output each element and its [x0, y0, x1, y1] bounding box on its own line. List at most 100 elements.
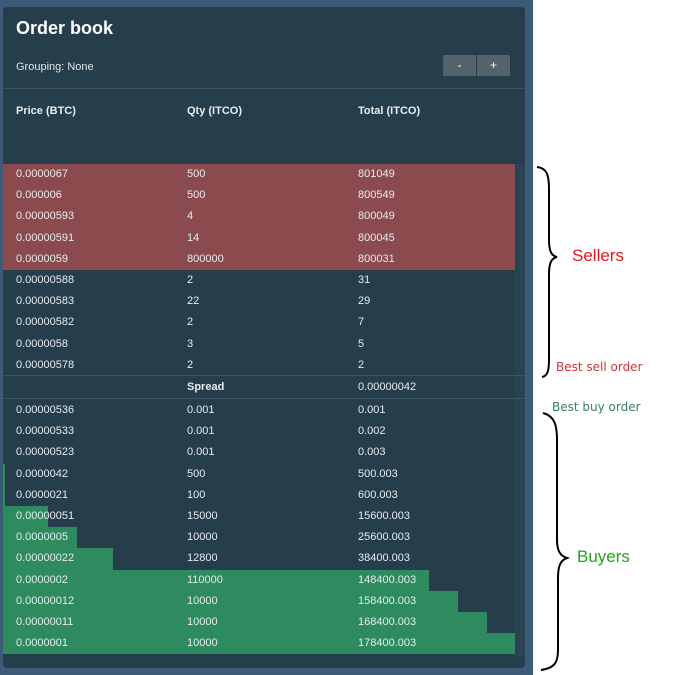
sell-order-total: 31 — [358, 273, 371, 286]
buy-order-price: 0.0000005 — [16, 531, 68, 544]
sell-order-price: 0.0000059 — [16, 252, 68, 265]
best-sell-order-annotation: Best sell order — [556, 360, 643, 374]
grouping-decrease-button[interactable]: - — [443, 55, 476, 76]
buy-order-qty: 0.001 — [187, 446, 215, 459]
buy-order-row[interactable]: 0.00000523 0.001 0.003 — [3, 442, 525, 463]
buy-order-total: 0.003 — [358, 446, 386, 459]
buy-order-row[interactable]: 0.0000002 110000 148400.003 — [3, 569, 525, 591]
scrollbar-track[interactable] — [515, 164, 525, 656]
buy-order-row[interactable]: 0.00000533 0.001 0.002 — [3, 421, 525, 442]
sell-order-qty: 3 — [187, 337, 194, 350]
buy-order-row[interactable]: 0.00000022 12800 38400.003 — [3, 548, 525, 570]
order-book-title: Order book — [16, 18, 114, 38]
buy-order-row[interactable]: 0.00000536 0.001 0.001 — [3, 400, 525, 421]
sell-order-qty: 2 — [187, 316, 194, 329]
buy-depth-bar — [3, 590, 458, 612]
buy-order-total: 0.002 — [358, 425, 386, 438]
sell-order-total: 29 — [358, 295, 371, 308]
buy-order-qty: 10000 — [187, 637, 218, 650]
buy-order-qty: 12800 — [187, 552, 218, 565]
sell-order-total: 801049 — [358, 168, 395, 180]
buy-order-price: 0.0000021 — [16, 488, 68, 501]
sell-order-row[interactable]: 0.0000067 500 801049 — [3, 164, 525, 186]
spread-row: Spread 0.00000042 — [3, 376, 525, 398]
buy-order-row[interactable]: 0.0000001 10000 178400.003 — [3, 633, 525, 655]
buy-depth-bar — [3, 633, 515, 655]
sell-order-row[interactable]: 0.00000591 14 800045 — [3, 227, 525, 249]
sellers-annotation: Sellers — [572, 246, 624, 265]
sell-order-row[interactable]: 0.000006 500 800549 — [3, 185, 525, 207]
buy-order-price: 0.00000011 — [16, 615, 74, 628]
sell-depth-bar — [3, 248, 515, 270]
sell-order-row[interactable]: 0.0000058 3 5 — [3, 334, 525, 355]
buy-order-qty: 10000 — [187, 531, 218, 544]
buy-order-price: 0.00000012 — [16, 594, 75, 607]
buy-depth-bar — [3, 548, 113, 570]
sell-order-price: 0.00000583 — [16, 295, 75, 308]
buy-depth-bar — [3, 527, 77, 549]
buy-order-row[interactable]: 0.0000042 500 500.003 — [3, 463, 525, 485]
order-book-panel: Order book Grouping: None - + Price (BTC… — [3, 7, 525, 668]
spread-top-divider — [3, 375, 525, 376]
buy-order-price: 0.00000051 — [16, 509, 75, 522]
buy-order-qty: 100 — [187, 488, 206, 501]
column-header-total: Total (ITCO) — [358, 105, 421, 117]
sell-depth-bar — [3, 227, 515, 249]
sell-order-price: 0.000006 — [16, 189, 62, 202]
sell-order-price: 0.00000578 — [16, 358, 75, 371]
sell-order-total: 800049 — [358, 210, 395, 223]
column-header-qty: Qty (ITCO) — [187, 105, 242, 117]
buy-order-total: 25600.003 — [358, 531, 410, 544]
buyers-brace — [540, 412, 571, 671]
sell-order-row[interactable]: 0.00000582 2 7 — [3, 312, 525, 333]
buy-order-total: 178400.003 — [358, 637, 417, 650]
sell-order-total: 5 — [358, 337, 365, 350]
sell-order-qty: 4 — [187, 210, 194, 223]
buy-depth-bar — [3, 505, 48, 528]
buy-order-total: 168400.003 — [358, 615, 417, 628]
sell-order-price: 0.0000067 — [16, 168, 68, 180]
buyers-annotation: Buyers — [577, 547, 630, 566]
buy-order-qty: 0.001 — [187, 425, 215, 438]
grouping-increase-button[interactable]: + — [477, 55, 510, 76]
buy-order-total: 158400.003 — [358, 594, 417, 607]
sell-orders-list: 0.0000067 500 801049 0.000006 500 800549 0.000… — [3, 164, 525, 376]
sell-order-qty: 500 — [187, 168, 206, 180]
buy-order-row[interactable]: 0.0000021 100 600.003 — [3, 484, 525, 506]
buy-order-row[interactable]: 0.00000011 10000 168400.003 — [3, 611, 525, 634]
spread-bottom-divider — [3, 398, 525, 399]
buy-order-total: 0.001 — [358, 404, 386, 416]
sell-order-row[interactable]: 0.00000588 2 31 — [3, 270, 525, 291]
buy-order-price: 0.0000002 — [16, 573, 68, 586]
header-divider — [3, 88, 525, 89]
app-frame: Order book Grouping: None - + Price (BTC… — [0, 0, 533, 675]
buy-depth-bar — [3, 569, 429, 591]
sellers-brace — [536, 166, 558, 378]
sell-order-qty: 14 — [187, 231, 200, 244]
buy-order-qty: 10000 — [187, 615, 218, 628]
column-header-price: Price (BTC) — [16, 105, 76, 117]
grouping-label: Grouping: None — [16, 61, 94, 73]
sell-order-qty: 500 — [187, 189, 206, 202]
sell-order-row[interactable]: 0.00000583 22 29 — [3, 291, 525, 312]
buy-order-total: 500.003 — [358, 467, 398, 480]
buy-order-price: 0.0000042 — [16, 467, 68, 480]
sell-order-row[interactable]: 0.00000593 4 800049 — [3, 206, 525, 228]
sell-order-total: 7 — [358, 316, 365, 329]
buy-order-row[interactable]: 0.00000012 10000 158400.003 — [3, 590, 525, 612]
sell-order-qty: 800000 — [187, 252, 224, 265]
sell-order-price: 0.00000582 — [16, 316, 75, 329]
buy-order-row[interactable]: 0.0000005 10000 25600.003 — [3, 527, 525, 549]
sell-order-qty: 2 — [187, 358, 194, 371]
buy-order-qty: 110000 — [187, 573, 223, 586]
sell-order-qty: 22 — [187, 295, 200, 308]
buy-order-price: 0.00000536 — [16, 404, 75, 416]
buy-order-price: 0.0000001 — [16, 637, 68, 650]
buy-order-row[interactable]: 0.00000051 15000 15600.003 — [3, 505, 525, 528]
sell-order-row[interactable]: 0.0000059 800000 800031 — [3, 248, 525, 270]
sell-depth-bar — [3, 164, 515, 186]
sell-order-price: 0.00000593 — [16, 210, 75, 223]
sell-order-row[interactable]: 0.00000578 2 2 — [3, 355, 525, 376]
buy-depth-bar — [3, 611, 487, 634]
sell-order-price: 0.00000591 — [16, 231, 75, 244]
